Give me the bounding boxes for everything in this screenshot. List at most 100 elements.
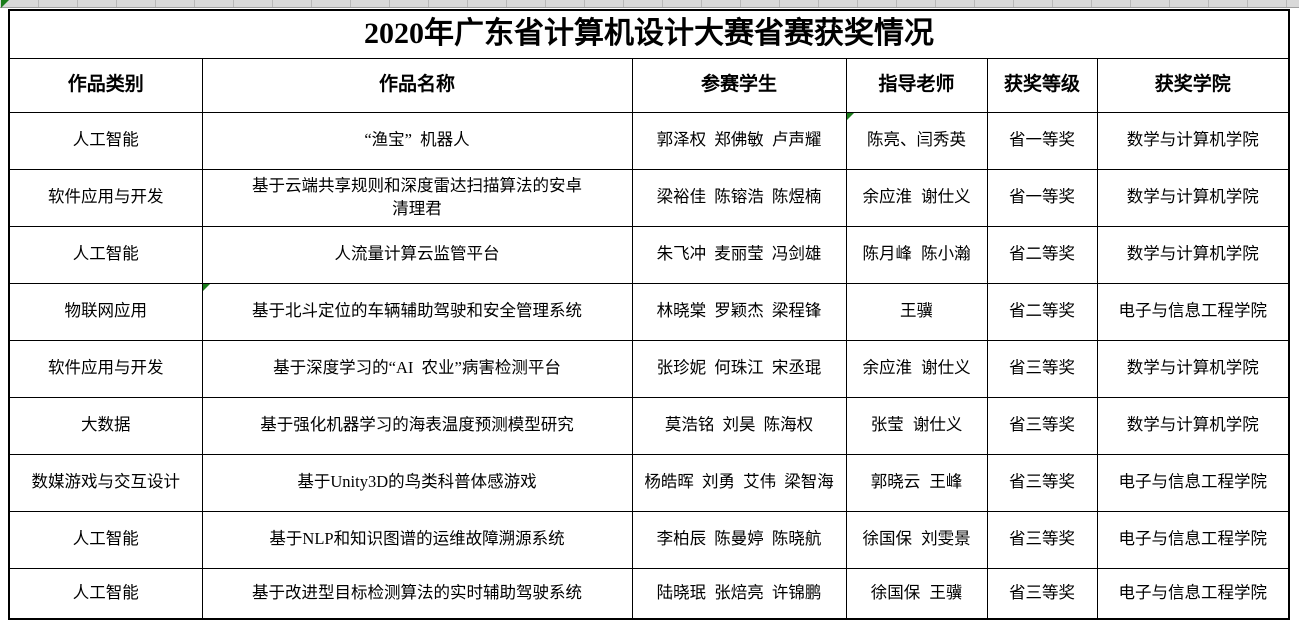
cell-category[interactable]: 数媒游戏与交互设计 (8, 453, 203, 512)
error-indicator-icon (1, 0, 9, 8)
cell-text: 徐国保 王骥 (870, 583, 963, 603)
table-title[interactable]: 2020年广东省计算机设计大赛省赛获奖情况 (8, 9, 1290, 59)
cell-students[interactable]: 朱飞冲 麦丽莹 冯剑雄 (631, 225, 847, 284)
cell-name[interactable]: 人流量计算云监管平台 (201, 225, 633, 284)
cell-award[interactable]: 省三等奖 (986, 567, 1098, 620)
cell-text: 人工智能 (72, 583, 139, 603)
cell-text: 数媒游戏与交互设计 (31, 472, 181, 492)
table-row: 人工智能 基于改进型目标检测算法的实时辅助驾驶系统 陆晓珉 张焙亮 许锦鹏 徐国保 王… (8, 567, 1290, 620)
cell-text: 人工智能 (72, 244, 139, 264)
cell-students[interactable]: 梁裕佳 陈镕浩 陈煜楠 (631, 168, 847, 227)
cell-teachers[interactable]: 陈亮、闫秀英 (845, 111, 988, 170)
column-header[interactable]: 作品类别 (8, 57, 203, 113)
cell-category[interactable]: 人工智能 (8, 567, 203, 620)
cell-text: 郭泽权 郑佛敏 卢声耀 (656, 130, 822, 150)
cell-college[interactable]: 数学与计算机学院 (1096, 225, 1290, 284)
cell-category[interactable]: 人工智能 (8, 225, 203, 284)
cell-category[interactable]: 物联网应用 (8, 282, 203, 341)
cell-college[interactable]: 数学与计算机学院 (1096, 339, 1290, 398)
cell-text: 省二等奖 (1009, 244, 1075, 264)
cell-text: 基于深度学习的“AI 农业”病害检测平台 (273, 358, 561, 378)
error-indicator-icon (202, 283, 210, 291)
cell-award[interactable]: 省一等奖 (986, 168, 1098, 227)
table-row: 大数据 基于强化机器学习的海表温度预测模型研究 莫浩铭 刘昊 陈海权 张莹 谢仕义 省三… (8, 396, 1290, 455)
cell-text: 省一等奖 (1009, 187, 1075, 207)
cell-text: 张珍妮 何珠江 宋丞琨 (656, 358, 822, 378)
cell-college[interactable]: 数学与计算机学院 (1096, 111, 1290, 170)
cell-category[interactable]: 人工智能 (8, 510, 203, 569)
cell-teachers[interactable]: 张莹 谢仕义 (845, 396, 988, 455)
cell-text: 省一等奖 (1009, 130, 1075, 150)
cell-award[interactable]: 省二等奖 (986, 225, 1098, 284)
cell-text: 数学与计算机学院 (1126, 244, 1259, 264)
cell-text: 省三等奖 (1009, 472, 1075, 492)
cell-name[interactable]: 基于北斗定位的车辆辅助驾驶和安全管理系统 (201, 282, 633, 341)
column-header[interactable]: 作品名称 (201, 57, 633, 113)
cell-teachers[interactable]: 余应淮 谢仕义 (845, 339, 988, 398)
spreadsheet-gridline-strip (0, 0, 1299, 8)
cell-name[interactable]: 基于云端共享规则和深度雷达扫描算法的安卓清理君 (201, 168, 633, 227)
cell-text: 大数据 (81, 415, 131, 435)
cell-students[interactable]: 李柏辰 陈曼婷 陈晓航 (631, 510, 847, 569)
cell-text: 人流量计算云监管平台 (334, 244, 500, 264)
cell-teachers[interactable]: 王骥 (845, 282, 988, 341)
cell-text: 物联网应用 (64, 301, 148, 321)
cell-award[interactable]: 省三等奖 (986, 510, 1098, 569)
cell-text: 基于北斗定位的车辆辅助驾驶和安全管理系统 (252, 301, 582, 321)
cell-teachers[interactable]: 徐国保 刘雯景 (845, 510, 988, 569)
column-header[interactable]: 获奖等级 (986, 57, 1098, 113)
column-header[interactable]: 获奖学院 (1096, 57, 1290, 113)
cell-students[interactable]: 郭泽权 郑佛敏 卢声耀 (631, 111, 847, 170)
cell-text: 基于NLP和知识图谱的运维故障溯源系统 (269, 529, 565, 549)
cell-text: 莫浩铭 刘昊 陈海权 (664, 415, 814, 435)
cell-text: 人工智能 (72, 529, 139, 549)
cell-category[interactable]: 软件应用与开发 (8, 168, 203, 227)
cell-students[interactable]: 莫浩铭 刘昊 陈海权 (631, 396, 847, 455)
table-row: 数媒游戏与交互设计 基于Unity3D的鸟类科普体感游戏 杨皓晖 刘勇 艾伟 梁智海… (8, 453, 1290, 512)
cell-name[interactable]: “渔宝” 机器人 (201, 111, 633, 170)
cell-teachers[interactable]: 郭晓云 王峰 (845, 453, 988, 512)
cell-category[interactable]: 人工智能 (8, 111, 203, 170)
cell-students[interactable]: 杨皓晖 刘勇 艾伟 梁智海 (631, 453, 847, 512)
cell-text: 张莹 谢仕义 (870, 415, 963, 435)
cell-name[interactable]: 基于NLP和知识图谱的运维故障溯源系统 (201, 510, 633, 569)
cell-award[interactable]: 省三等奖 (986, 339, 1098, 398)
cell-teachers[interactable]: 徐国保 王骥 (845, 567, 988, 620)
cell-students[interactable]: 陆晓珉 张焙亮 许锦鹏 (631, 567, 847, 620)
cell-college[interactable]: 数学与计算机学院 (1096, 396, 1290, 455)
cell-college[interactable]: 电子与信息工程学院 (1096, 282, 1290, 341)
column-header[interactable]: 指导老师 (845, 57, 988, 113)
cell-text: 电子与信息工程学院 (1118, 472, 1268, 492)
cell-award[interactable]: 省三等奖 (986, 396, 1098, 455)
cell-category[interactable]: 软件应用与开发 (8, 339, 203, 398)
cell-college[interactable]: 电子与信息工程学院 (1096, 453, 1290, 512)
cell-college[interactable]: 电子与信息工程学院 (1096, 567, 1290, 620)
cell-text: 梁裕佳 陈镕浩 陈煜楠 (656, 187, 822, 207)
cell-text: 省三等奖 (1009, 415, 1075, 435)
cell-college[interactable]: 电子与信息工程学院 (1096, 510, 1290, 569)
cell-award[interactable]: 省三等奖 (986, 453, 1098, 512)
cell-students[interactable]: 张珍妮 何珠江 宋丞琨 (631, 339, 847, 398)
cell-award[interactable]: 省一等奖 (986, 111, 1098, 170)
cell-name[interactable]: 基于强化机器学习的海表温度预测模型研究 (201, 396, 633, 455)
cell-name[interactable]: 基于改进型目标检测算法的实时辅助驾驶系统 (201, 567, 633, 620)
cell-text: 杨皓晖 刘勇 艾伟 梁智海 (644, 472, 834, 492)
cell-college[interactable]: 数学与计算机学院 (1096, 168, 1290, 227)
column-header[interactable]: 参赛学生 (631, 57, 847, 113)
cell-teachers[interactable]: 陈月峰 陈小瀚 (845, 225, 988, 284)
cell-award[interactable]: 省二等奖 (986, 282, 1098, 341)
cell-text: 电子与信息工程学院 (1118, 583, 1268, 603)
cell-text: 省三等奖 (1009, 358, 1075, 378)
table-row: 人工智能 “渔宝” 机器人 郭泽权 郑佛敏 卢声耀 陈亮、闫秀英 省一等奖 数学与计算机学… (8, 111, 1290, 170)
cell-name[interactable]: 基于Unity3D的鸟类科普体感游戏 (201, 453, 633, 512)
cell-text: 基于强化机器学习的海表温度预测模型研究 (260, 415, 574, 435)
cell-text: 数学与计算机学院 (1126, 130, 1259, 150)
cell-text: 陆晓珉 张焙亮 许锦鹏 (656, 583, 822, 603)
cell-text: 徐国保 刘雯景 (862, 529, 971, 549)
title-row: 2020年广东省计算机设计大赛省赛获奖情况 (8, 9, 1290, 59)
cell-category[interactable]: 大数据 (8, 396, 203, 455)
cell-teachers[interactable]: 余应淮 谢仕义 (845, 168, 988, 227)
cell-students[interactable]: 林晓棠 罗颖杰 梁程锋 (631, 282, 847, 341)
table-row: 软件应用与开发 基于云端共享规则和深度雷达扫描算法的安卓清理君 梁裕佳 陈镕浩 陈煜… (8, 168, 1290, 227)
cell-name[interactable]: 基于深度学习的“AI 农业”病害检测平台 (201, 339, 633, 398)
